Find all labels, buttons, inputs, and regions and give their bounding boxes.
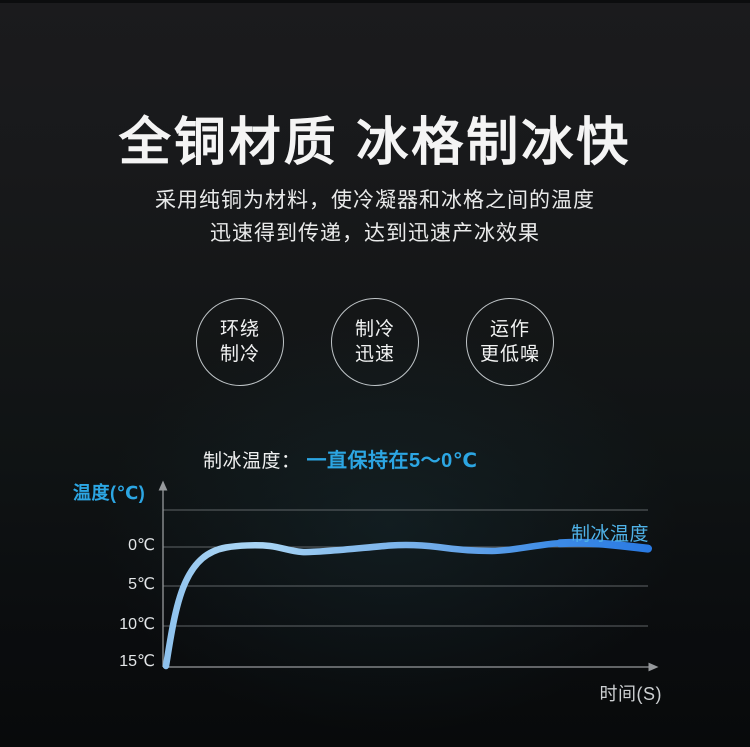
chart-caption: 制冰温度： 一直保持在5～0℃	[203, 444, 477, 473]
feature-badge-low-noise: 运作 更低噪	[466, 298, 554, 386]
top-edge-strip	[0, 0, 750, 3]
y-tick-15c: 15℃	[119, 653, 155, 670]
y-axis-arrow-icon	[158, 480, 168, 491]
y-tick-5c: 5℃	[128, 576, 155, 593]
feature-badge-text: 环绕	[219, 319, 260, 340]
y-tick-10c: 10℃	[119, 616, 155, 633]
temperature-chart: 温度(℃) 0℃ 5℃ 10℃ 15℃ 制冰温度 时间(S)	[60, 470, 680, 720]
x-axis-arrow-icon	[648, 662, 659, 672]
feature-badges: 环绕 制冷 制冷 迅速 运作 更低噪	[0, 298, 750, 386]
chart-caption-label: 制冰温度：	[203, 451, 301, 472]
temperature-line	[162, 539, 652, 670]
series-legend-label: 制冰温度	[570, 524, 649, 545]
y-axis-label: 温度(℃)	[73, 483, 146, 503]
feature-badge-text: 制冷	[354, 319, 395, 340]
axes	[162, 488, 650, 668]
y-tick-0c: 0℃	[128, 537, 155, 554]
subtitle-line-2: 迅速得到传递，达到迅速产冰效果	[210, 222, 540, 245]
feature-badge-surround-cooling: 环绕 制冷	[196, 298, 284, 386]
feature-badge-text: 制冷	[219, 344, 260, 365]
subtitle: 采用纯铜为材料，使冷凝器和冰格之间的温度 迅速得到传递，达到迅速产冰效果	[0, 184, 750, 250]
chart-caption-value: 一直保持在5～0℃	[306, 450, 478, 472]
x-axis-label: 时间(S)	[599, 684, 662, 704]
feature-badge-fast-cooling: 制冷 迅速	[331, 298, 419, 386]
subtitle-line-1: 采用纯铜为材料，使冷凝器和冰格之间的温度	[155, 189, 595, 212]
temperature-line-bold-tail	[556, 538, 652, 553]
page-title: 全铜材质 冰格制冰快	[118, 114, 632, 172]
feature-badge-text: 运作	[489, 319, 530, 340]
temperature-chart-svg	[158, 480, 659, 672]
feature-badge-text: 迅速	[354, 344, 395, 365]
feature-badge-text: 更低噪	[479, 344, 540, 365]
